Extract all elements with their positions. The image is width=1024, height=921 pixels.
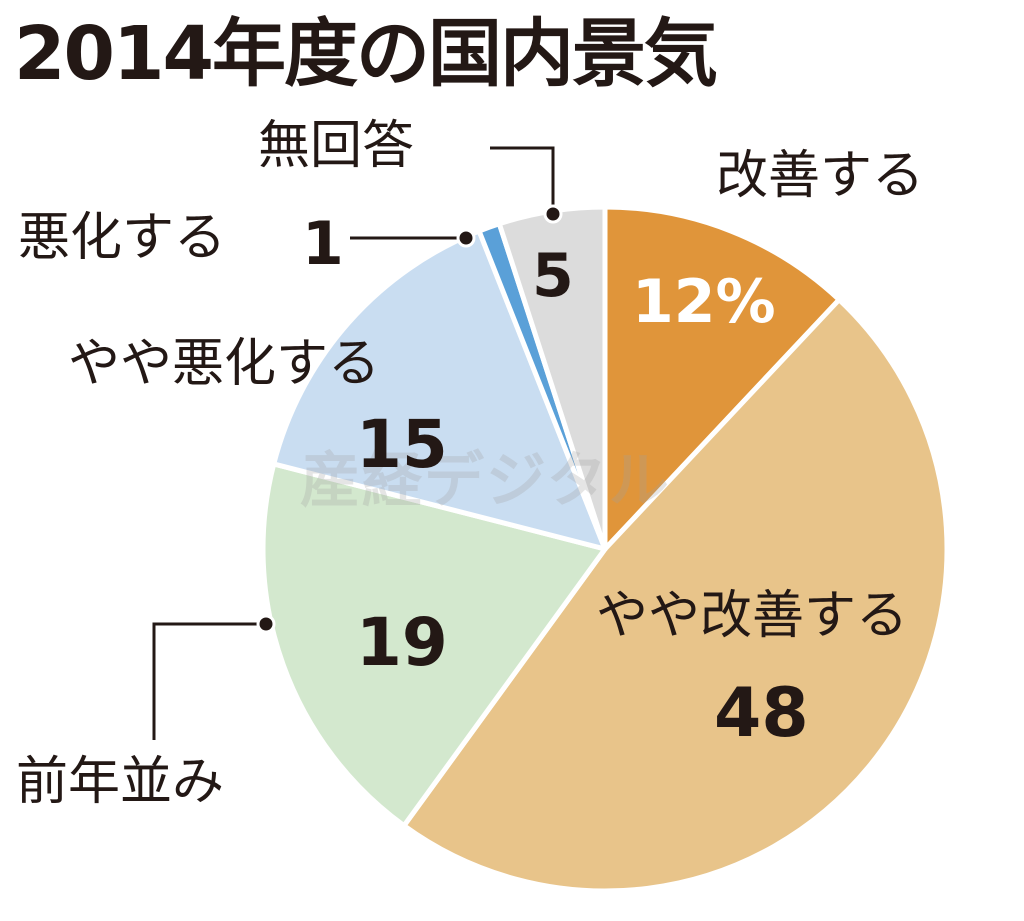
label-improve: 改善する [716,146,925,206]
label-worse: 悪化する [18,208,227,268]
label-slightly-improve: やや改善する [596,586,909,646]
leader-no-answer [490,146,555,212]
chart-title: 2014年度の国内景気 [14,11,718,97]
leader-worse-dot [456,228,476,248]
slice-slightly-improve [401,297,950,894]
leader-same [152,622,265,740]
leader-no-answer-dot [543,204,563,224]
slice-improve [602,204,842,552]
slice-slightly-worse [271,228,608,552]
value-slightly-improve: 48 [714,674,809,753]
label-slightly-worse: やや悪化する [68,334,381,394]
value-worse: 1 [302,209,344,279]
value-same: 19 [356,604,448,681]
leader-same-dot [256,614,276,634]
value-no-answer: 5 [532,241,574,311]
value-slightly-worse: 15 [356,406,448,483]
value-improve: 12% [632,267,776,337]
label-same: 前年並み [16,752,225,812]
label-no-answer: 無回答 [258,116,415,176]
slice-same [260,461,608,829]
watermark: 産経デジタル [300,446,671,516]
